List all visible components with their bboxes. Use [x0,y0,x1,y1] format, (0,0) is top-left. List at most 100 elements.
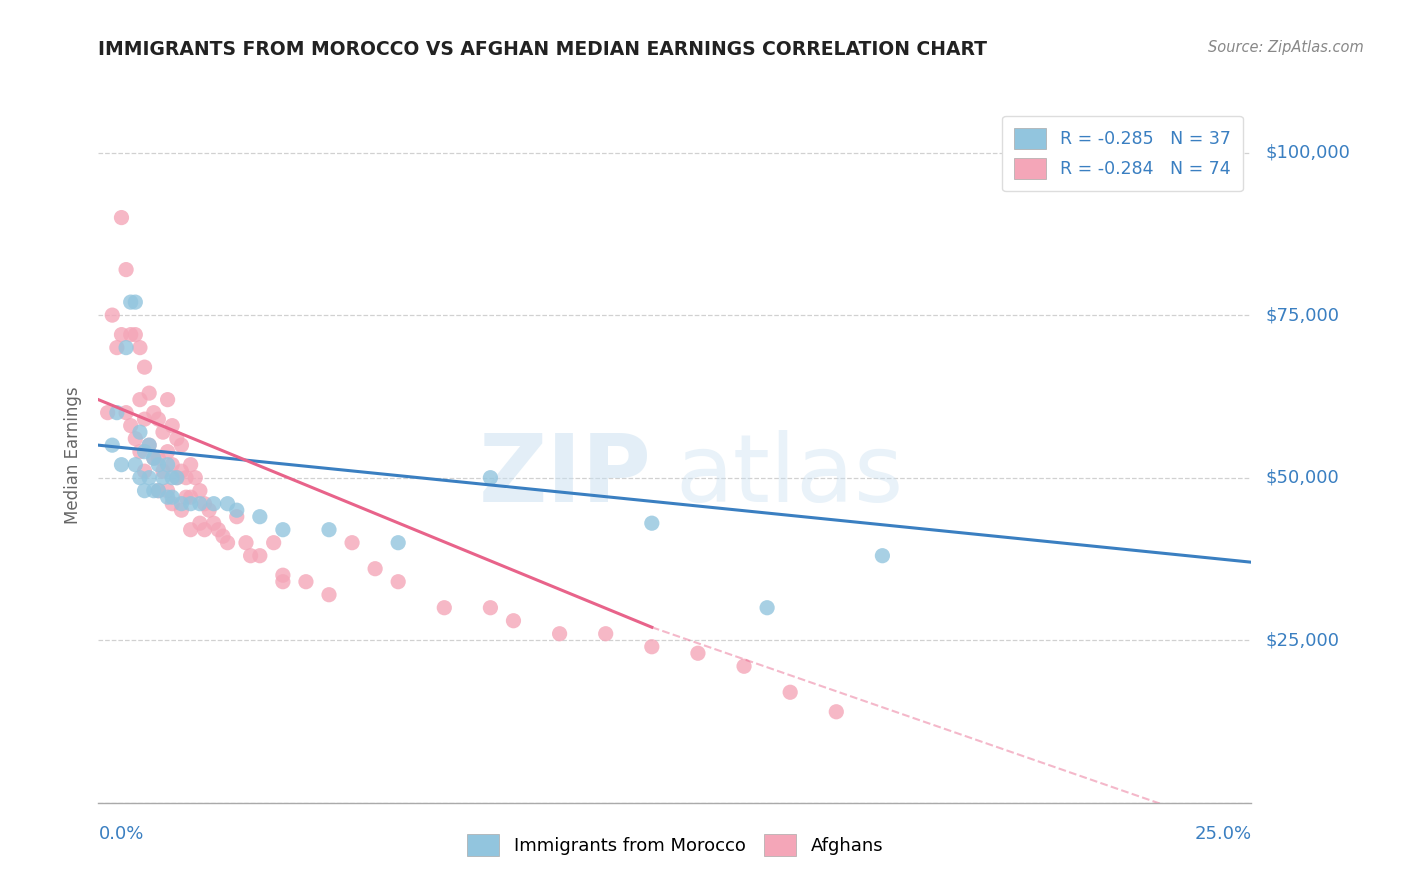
Point [148,483,170,498]
Point [872,549,894,563]
Point [295,574,318,589]
Text: 0.0%: 0.0% [98,825,143,843]
Point [641,640,664,654]
Point [115,341,138,355]
Point [271,523,294,537]
Point [160,490,183,504]
Point [180,523,202,537]
Point [825,705,848,719]
Point [105,406,128,420]
Point [170,503,193,517]
Text: $50,000: $50,000 [1265,468,1339,487]
Point [180,490,202,504]
Point [188,483,211,498]
Point [479,471,502,485]
Point [202,497,225,511]
Point [170,464,193,478]
Point [217,535,239,549]
Point [134,464,156,478]
Point [225,503,247,517]
Point [387,535,409,549]
Point [110,211,132,225]
Point [120,327,142,342]
Point [152,425,174,439]
Point [134,412,156,426]
Point [160,458,183,472]
Text: 25.0%: 25.0% [1194,825,1251,843]
Point [249,549,271,563]
Point [156,458,179,472]
Text: $25,000: $25,000 [1265,632,1340,649]
Point [142,451,165,466]
Point [134,483,156,498]
Point [193,523,215,537]
Point [138,438,160,452]
Point [148,451,170,466]
Point [142,451,165,466]
Point [217,497,239,511]
Point [156,392,179,407]
Point [148,483,170,498]
Point [148,412,170,426]
Point [387,574,409,589]
Legend: R = -0.285   N = 37, R = -0.284   N = 74: R = -0.285 N = 37, R = -0.284 N = 74 [1002,116,1243,191]
Point [198,503,221,517]
Point [120,295,142,310]
Point [207,523,229,537]
Point [170,438,193,452]
Point [225,509,247,524]
Point [166,471,188,485]
Point [235,535,257,549]
Point [318,523,340,537]
Point [595,626,617,640]
Point [124,432,146,446]
Point [101,308,124,322]
Point [548,626,571,640]
Text: $75,000: $75,000 [1265,306,1340,324]
Point [129,392,152,407]
Point [115,406,138,420]
Point [239,549,262,563]
Point [180,458,202,472]
Point [180,497,202,511]
Point [160,418,183,433]
Point [129,425,152,439]
Point [502,614,524,628]
Point [188,516,211,531]
Point [134,360,156,375]
Point [97,406,120,420]
Point [733,659,755,673]
Point [756,600,779,615]
Point [263,535,285,549]
Point [124,327,146,342]
Point [105,341,128,355]
Point [160,497,183,511]
Point [101,438,124,452]
Point [364,562,387,576]
Point [184,471,207,485]
Text: IMMIGRANTS FROM MOROCCO VS AFGHAN MEDIAN EARNINGS CORRELATION CHART: IMMIGRANTS FROM MOROCCO VS AFGHAN MEDIAN… [98,40,987,59]
Point [138,386,160,401]
Point [686,646,709,660]
Point [170,497,193,511]
Point [156,444,179,458]
Point [138,471,160,485]
Point [152,471,174,485]
Text: atlas: atlas [675,430,903,522]
Point [138,438,160,452]
Point [166,471,188,485]
Point [156,490,179,504]
Point [193,497,215,511]
Point [110,458,132,472]
Text: ZIP: ZIP [479,430,652,522]
Point [340,535,363,549]
Point [174,490,197,504]
Point [433,600,456,615]
Point [479,600,502,615]
Point [188,497,211,511]
Point [129,444,152,458]
Point [115,262,138,277]
Point [249,509,271,524]
Point [148,458,170,472]
Point [174,471,197,485]
